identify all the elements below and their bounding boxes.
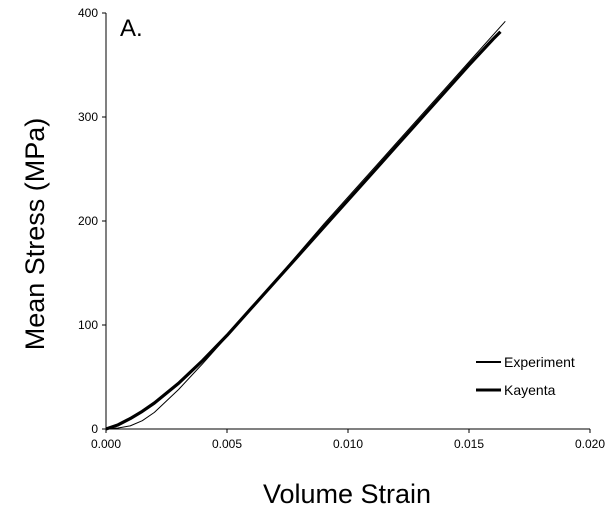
y-tick-group: 0 100 200 300 400 <box>78 6 106 436</box>
y-axis-title: Mean Stress (MPa) <box>20 118 50 351</box>
x-tick-label: 0.015 <box>454 437 484 451</box>
y-tick-label: 400 <box>78 6 98 20</box>
series-line-kayenta <box>105 30 502 431</box>
series-layer <box>105 20 506 431</box>
series-line-experiment <box>105 20 506 430</box>
x-tick-label: 0.010 <box>333 437 363 451</box>
y-tick-label: 0 <box>91 422 98 436</box>
x-tick-label: 0.000 <box>91 437 121 451</box>
y-tick-label: 100 <box>78 318 98 332</box>
x-tick-group: 0.000 0.005 0.010 0.015 0.020 <box>91 429 605 451</box>
y-tick-label: 200 <box>78 214 98 228</box>
y-tick-label: 300 <box>78 110 98 124</box>
panel-label: A. <box>120 15 143 42</box>
legend-label-kayenta: Kayenta <box>504 382 556 398</box>
x-axis-title: Volume Strain <box>263 479 431 509</box>
legend-label-experiment: Experiment <box>504 354 575 370</box>
x-tick-label: 0.020 <box>575 437 605 451</box>
legend: Experiment Kayenta <box>476 354 575 398</box>
x-tick-label: 0.005 <box>212 437 242 451</box>
